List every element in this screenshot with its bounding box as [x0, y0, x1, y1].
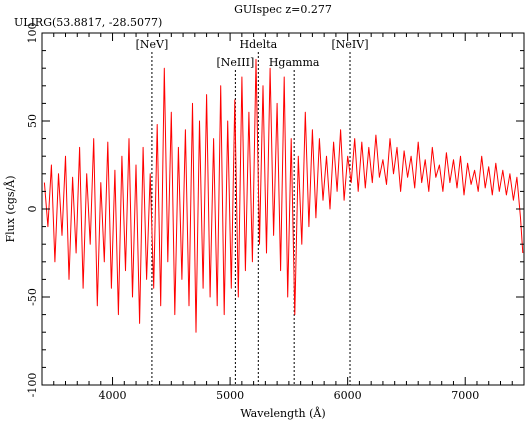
chart-subtitle: ULIRG(53.8817, -28.5077)	[14, 16, 162, 29]
line-marker-label-3: Hgamma	[269, 56, 320, 69]
line-marker-label-2: Hdelta	[239, 38, 277, 51]
x-tick-label-0: 4000	[99, 389, 127, 402]
x-axis: 4000 5000 6000 7000	[53, 33, 525, 402]
x-tick-label-3: 7000	[451, 389, 479, 402]
y-tick-label-3: 50	[26, 114, 39, 128]
line-marker-label-4: [NeIV]	[332, 38, 369, 51]
x-tick-label-1: 5000	[216, 389, 244, 402]
y-axis: -100 -50 0 50 100	[26, 23, 524, 398]
y-tick-label-4: 100	[26, 23, 39, 44]
y-axis-label: Flux (cgs/Å)	[3, 175, 17, 242]
y-tick-label-2: 0	[26, 206, 39, 213]
chart-title: GUIspec z=0.277	[234, 3, 332, 16]
y-tick-label-0: -100	[26, 373, 39, 398]
line-marker-label-0: [NeV]	[136, 38, 169, 51]
plot-layer	[43, 58, 524, 333]
line-marker-layer: [NeV] [NeIII] Hdelta Hgamma [NeIV]	[136, 38, 369, 385]
line-marker-label-1: [NeIII]	[217, 56, 255, 69]
plot-frame	[41, 32, 525, 386]
y-tick-label-1: -50	[26, 288, 39, 306]
spectrum-line-0	[43, 58, 524, 333]
x-tick-label-2: 6000	[334, 389, 362, 402]
x-axis-label: Wavelength (Å)	[240, 406, 325, 420]
